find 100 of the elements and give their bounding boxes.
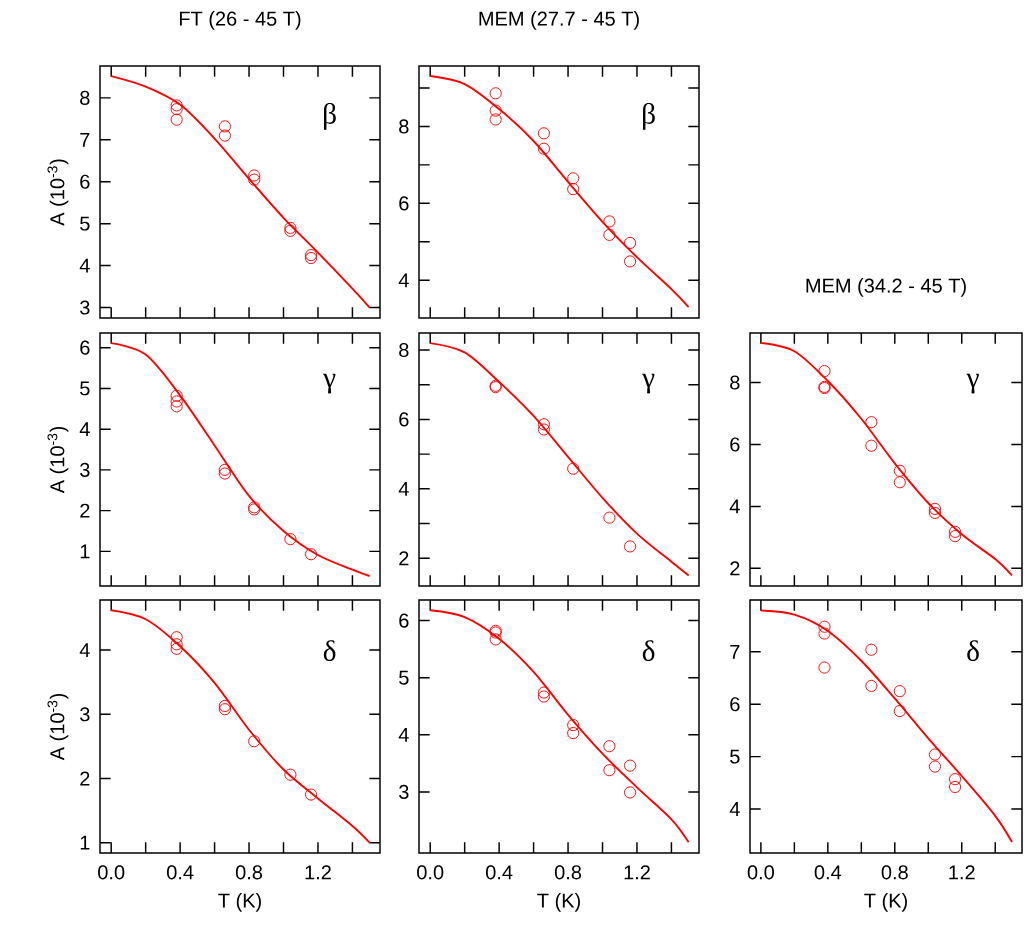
point: [567, 183, 580, 196]
point: [248, 173, 261, 186]
point: [928, 506, 942, 519]
point: [624, 786, 637, 799]
point: [928, 760, 942, 773]
x-axis-title: T (K): [537, 893, 580, 912]
y-tick-label: 6: [80, 340, 90, 355]
x-tick-label: 1.2: [305, 865, 331, 880]
point: [567, 172, 580, 185]
x-tick-label: 1.2: [624, 865, 650, 880]
line-series: [429, 609, 690, 844]
y-axis-title: A (10$^{-3}$): [47, 693, 69, 761]
y-tick-label: 4: [79, 643, 90, 657]
point: [928, 748, 942, 761]
annotation: γ: [966, 373, 979, 394]
point: [248, 735, 261, 748]
y-tick-label: 8: [399, 342, 409, 358]
y-tick-label: 4: [79, 422, 90, 437]
point: [624, 759, 637, 772]
point: [818, 620, 831, 633]
point: [170, 642, 183, 655]
point: [948, 530, 962, 543]
y-tick-label: 4: [398, 481, 409, 496]
line-series: [110, 75, 371, 309]
y-tick-label: 8: [80, 90, 90, 105]
annotation: γ: [323, 373, 336, 394]
y-tick-label: 3: [399, 784, 409, 799]
point: [603, 764, 616, 777]
y-tick-label: 8: [730, 375, 740, 390]
point: [170, 400, 183, 413]
line-series: [429, 75, 690, 309]
point: [865, 439, 878, 452]
point: [948, 780, 962, 794]
y-tick-label: 6: [730, 437, 740, 452]
y-tick-label: 4: [729, 499, 740, 514]
y-tick-label: 2: [730, 561, 740, 576]
x-tick-label: 0.4: [814, 865, 842, 880]
point: [170, 103, 183, 116]
point: [489, 104, 502, 117]
annotation: β: [643, 102, 655, 130]
point: [537, 686, 550, 699]
y-tick-label: 3: [80, 462, 90, 477]
y-tick-label: 4: [729, 802, 740, 816]
y-tick-label: 6: [399, 412, 409, 427]
y-tick-label: 5: [80, 381, 90, 396]
y-tick-label: 6: [80, 174, 90, 189]
point: [893, 476, 906, 489]
point: [170, 99, 183, 112]
point: [865, 643, 878, 656]
point: [865, 416, 878, 429]
x-tick-label: 1.2: [949, 865, 975, 880]
line-series: [110, 609, 371, 844]
point: [818, 661, 831, 674]
x-tick-label: 0.4: [167, 865, 194, 880]
y-tick-label: 7: [80, 132, 90, 147]
y-tick-label: 2: [399, 551, 409, 566]
point: [567, 462, 580, 475]
y-tick-label: 7: [730, 644, 740, 659]
point: [284, 768, 297, 781]
point: [218, 467, 231, 480]
point: [567, 727, 580, 740]
point: [603, 511, 616, 524]
point: [489, 113, 502, 126]
x-axis-title: T (K): [864, 893, 907, 912]
annotation: β: [324, 102, 336, 130]
line-series: [759, 341, 1013, 577]
y-tick-label: 4: [398, 727, 409, 742]
line-series: [110, 342, 371, 578]
annotation: γ: [642, 373, 655, 394]
point: [170, 113, 183, 126]
point: [248, 169, 261, 182]
y-tick-label: 3: [80, 300, 90, 315]
point: [893, 464, 906, 477]
point: [218, 129, 231, 142]
y-tick-label: 1: [80, 835, 90, 850]
point: [537, 690, 550, 703]
point: [537, 418, 550, 431]
point: [170, 638, 183, 651]
point: [218, 120, 231, 133]
y-tick-label: 5: [80, 216, 90, 231]
chart-title: FT (26 - 45 T): [179, 11, 301, 30]
y-tick-label: 5: [730, 749, 740, 764]
point: [170, 395, 183, 408]
point: [567, 719, 580, 732]
point: [624, 236, 637, 250]
chart-title: MEM (34.2 - 45 T): [806, 278, 966, 297]
point: [928, 502, 942, 515]
point: [818, 627, 831, 640]
x-tick-label: 0.0: [98, 865, 125, 880]
annotation: δ: [642, 640, 655, 661]
point: [603, 740, 616, 753]
x-tick-label: 0.8: [881, 865, 908, 880]
x-tick-label: 0.8: [235, 865, 263, 880]
point: [893, 704, 906, 718]
point: [865, 679, 878, 692]
x-tick-label: 0.0: [747, 865, 774, 880]
point: [948, 773, 962, 786]
point: [603, 215, 616, 228]
point: [893, 685, 906, 698]
point: [818, 365, 831, 378]
